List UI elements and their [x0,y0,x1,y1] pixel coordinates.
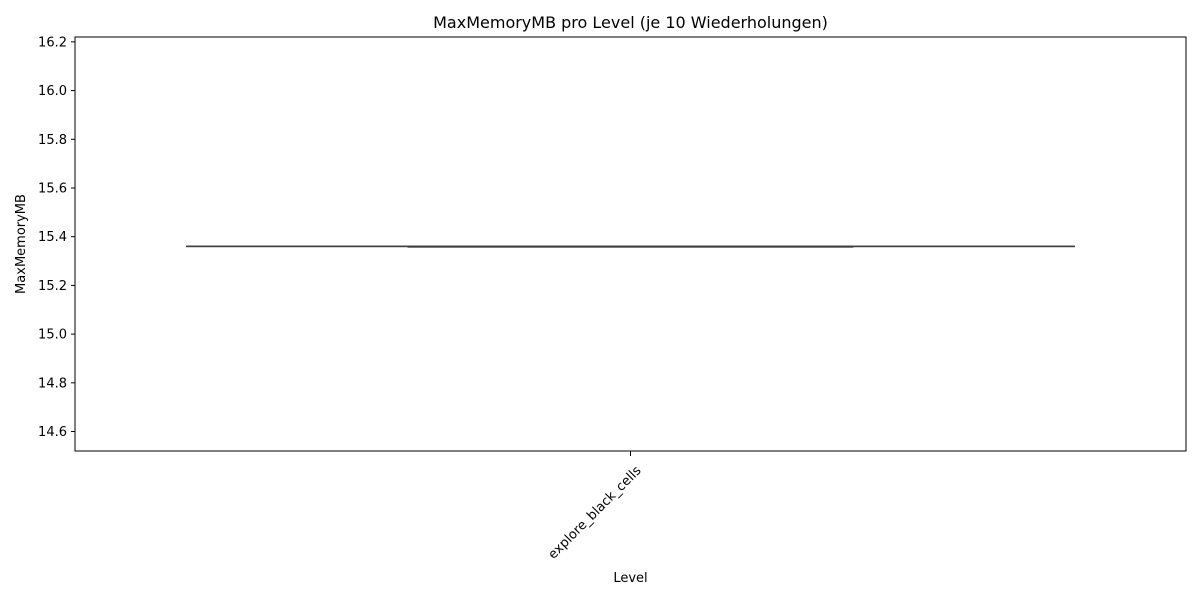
y-tick-label: 14.6 [38,425,67,440]
chart-title: MaxMemoryMB pro Level (je 10 Wiederholun… [433,13,828,32]
y-tick-label: 15.0 [38,328,67,343]
y-axis-label: MaxMemoryMB [14,194,29,294]
x-tick-label: explore_black_cells [546,463,645,562]
y-tick-label: 14.8 [38,376,67,391]
y-tick-label: 16.0 [38,84,67,99]
box-series [186,245,1075,248]
y-tick-label: 16.2 [38,35,67,50]
x-axis-label: Level [613,571,647,586]
y-axis: 14.6 14.8 15.0 15.2 15.4 15.6 15.8 16.0 16.2 [38,35,75,440]
plot-frame [74,36,1187,452]
y-tick-label: 15.8 [38,133,67,148]
x-axis: explore_black_cells [546,451,645,562]
y-tick-label: 15.2 [38,279,67,294]
y-tick-label: 15.6 [38,181,67,196]
box-explore_black_cells [186,245,1075,248]
y-tick-label: 15.4 [38,230,67,245]
